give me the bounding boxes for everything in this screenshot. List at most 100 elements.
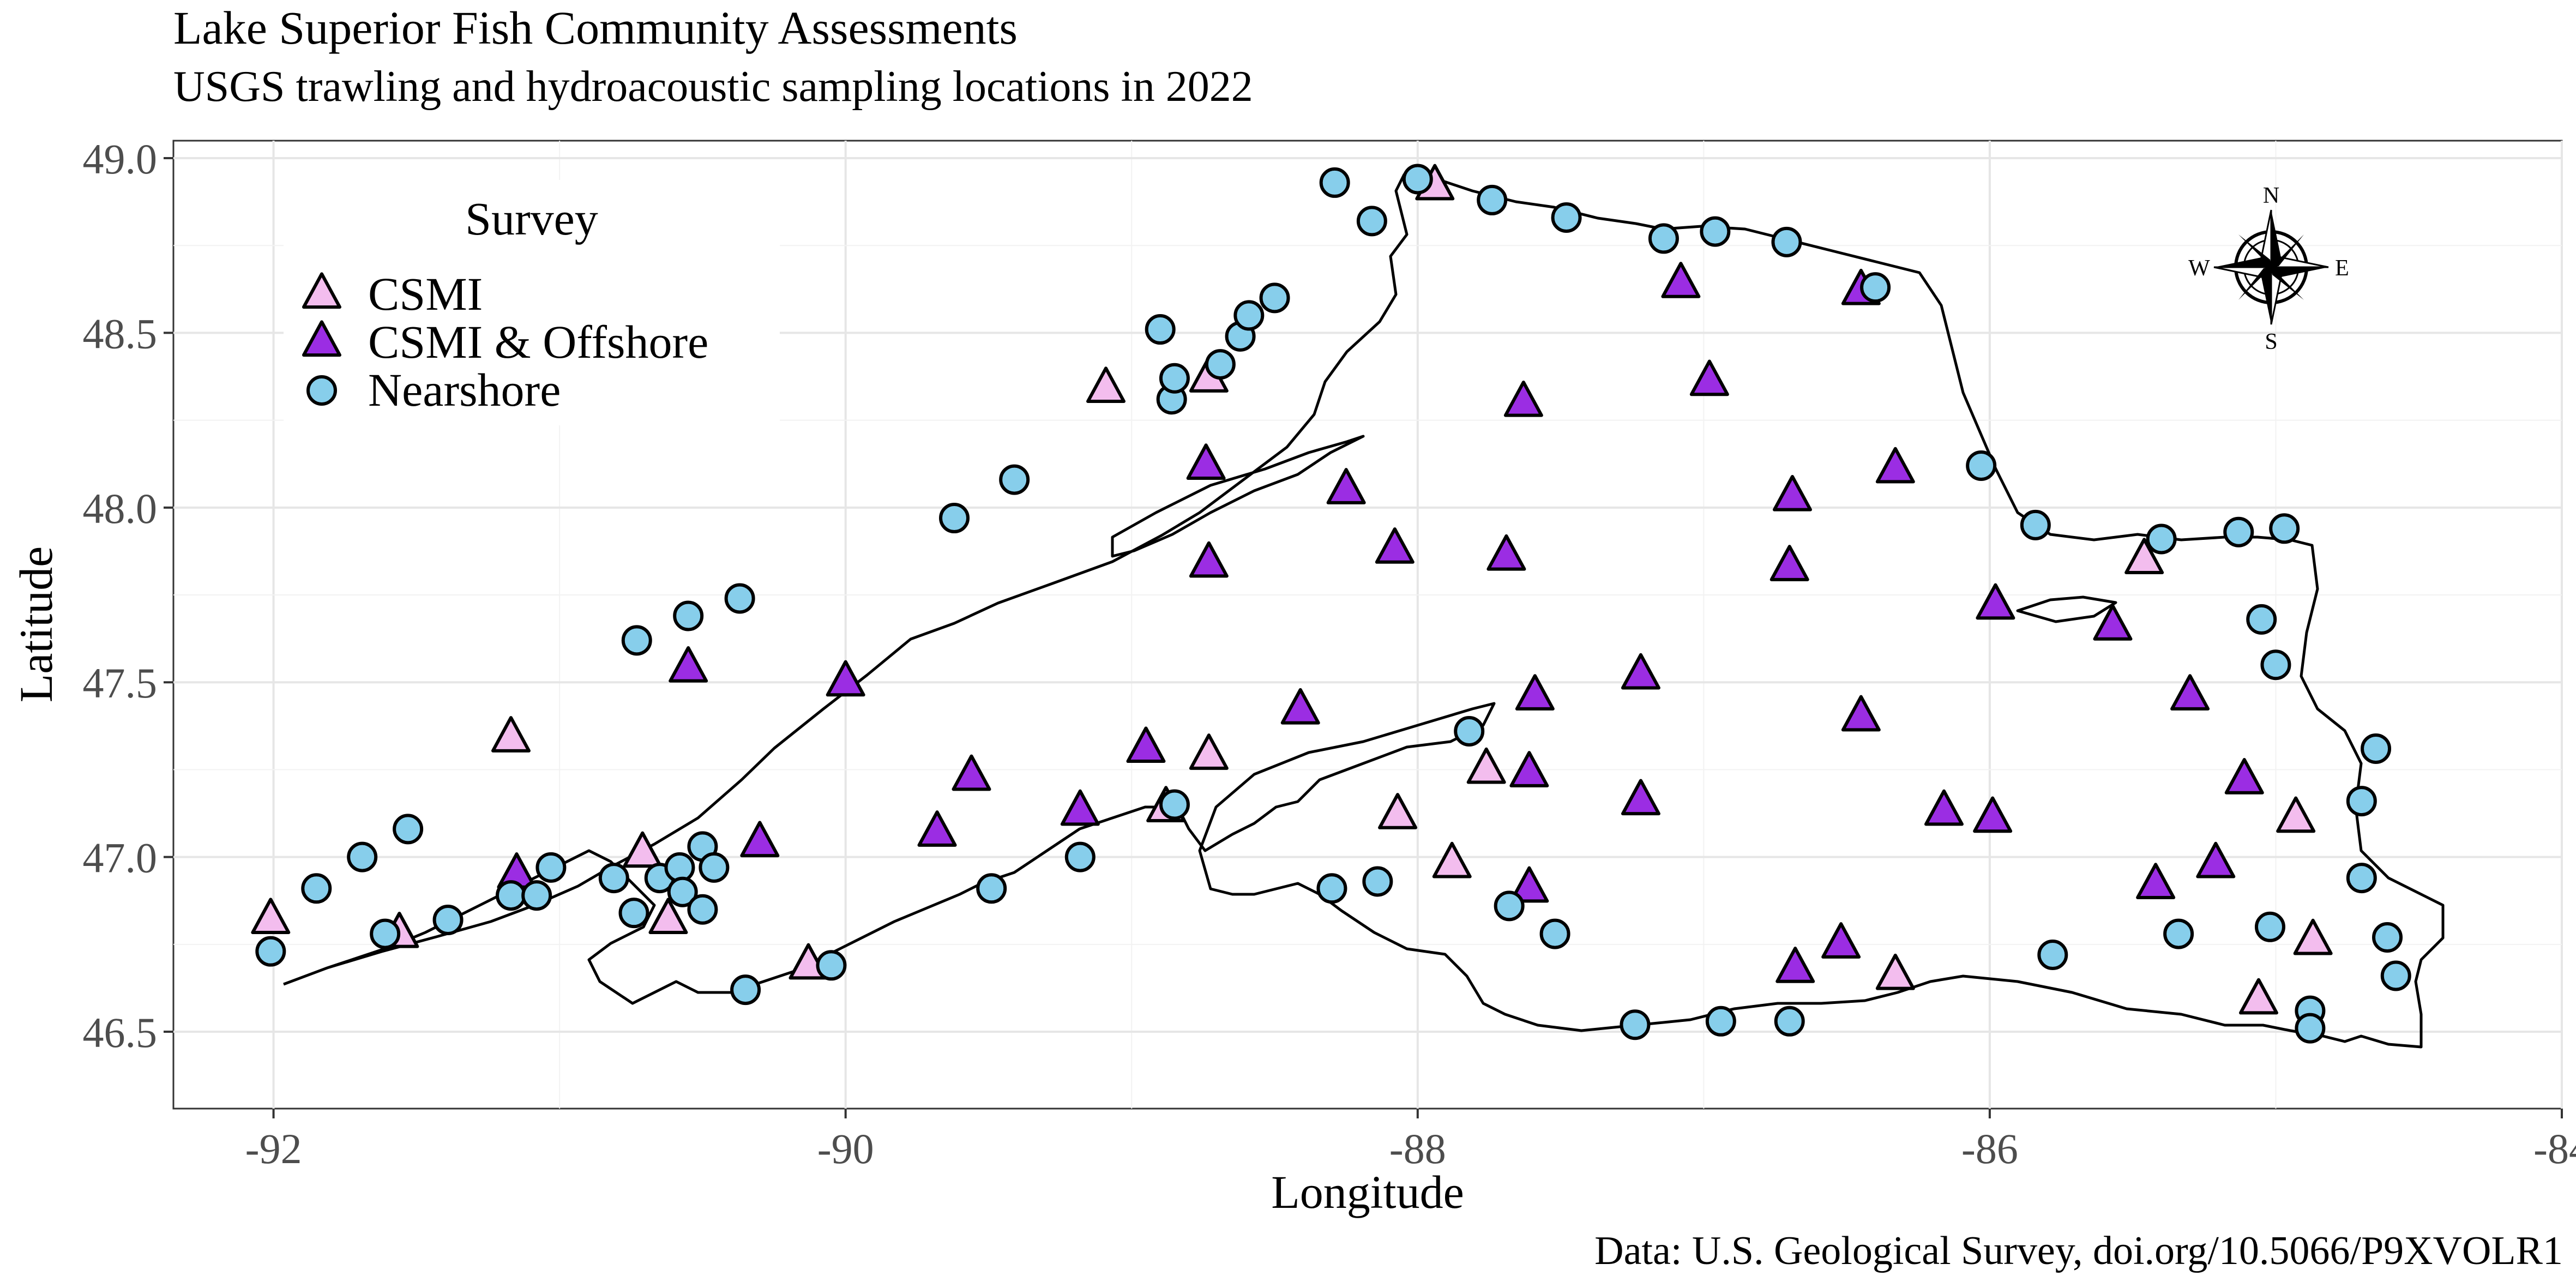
nearshore-point	[1316, 873, 1347, 904]
csmi-offshore-point	[1621, 653, 1660, 690]
nearshore-point	[347, 841, 378, 872]
chart-title: Lake Superior Fish Community Assessments	[173, 2, 1018, 54]
nearshore-point	[667, 876, 698, 907]
x-axis-label: Longitude	[1271, 1166, 1464, 1218]
nearshore-point	[535, 852, 567, 883]
legend-key-triangle	[302, 320, 341, 357]
x-tick-label: -90	[817, 1125, 874, 1172]
nearshore-point	[2246, 604, 2277, 635]
nearshore-point	[1966, 450, 1997, 481]
nearshore-point	[1356, 206, 1387, 237]
csmi-offshore-point	[1186, 443, 1226, 480]
nearshore-point	[2346, 863, 2377, 894]
csmi-point	[491, 716, 531, 753]
nearshore-point	[939, 503, 970, 534]
csmi-offshore-point	[740, 821, 780, 858]
y-tick-label: 48.0	[83, 485, 158, 532]
nearshore-point	[816, 950, 847, 981]
nearshore-point	[1205, 349, 1236, 380]
legend-label: Nearshore	[368, 364, 561, 416]
csmi-offshore-point	[1509, 866, 1549, 903]
nearshore-point	[1771, 226, 1802, 257]
nearshore-point	[1551, 202, 1582, 233]
csmi-point	[2238, 978, 2278, 1015]
nearshore-point	[1259, 282, 1290, 314]
nearshore-point	[255, 936, 286, 967]
csmi-offshore-point	[952, 754, 991, 791]
nearshore-point	[370, 918, 401, 949]
csmi-offshore-point	[1189, 541, 1229, 578]
nearshore-point	[521, 880, 552, 911]
csmi-offshore-point	[1821, 922, 1861, 959]
nearshore-point	[999, 464, 1030, 495]
csmi-offshore-point	[1375, 527, 1415, 564]
nearshore-point	[2346, 786, 2377, 817]
nearshore-point	[1362, 866, 1393, 897]
csmi-offshore-point	[1126, 726, 1166, 763]
nearshore-point	[2295, 1013, 2326, 1044]
csmi-offshore-point	[1973, 796, 2013, 833]
compass-south-label: S	[2265, 329, 2277, 354]
legend-item: CSMI	[302, 268, 483, 320]
csmi-offshore-point	[1772, 474, 1812, 511]
csmi-offshore-point	[669, 646, 708, 683]
csmi-offshore-point	[2224, 758, 2264, 795]
nearshore-point	[2163, 918, 2194, 949]
nearshore-point	[2361, 733, 2392, 764]
nearshore-point	[687, 894, 718, 925]
csmi-offshore-point	[1841, 695, 1881, 732]
csmi-offshore-point	[1661, 262, 1701, 298]
nearshore-point	[1233, 300, 1265, 331]
csmi-offshore-point	[1775, 947, 1815, 983]
nearshore-point	[621, 625, 652, 656]
csmi-point	[251, 898, 291, 935]
sampling-points	[251, 164, 2411, 1044]
nearshore-point	[1454, 715, 1485, 747]
nearshore-point	[1402, 164, 1433, 195]
compass-west-label: W	[2188, 256, 2210, 281]
compass-east-label: E	[2335, 256, 2349, 281]
x-axis-ticks: -92 -90 -88 -86 -84	[245, 1109, 2576, 1172]
legend-title: Survey	[465, 192, 598, 245]
csmi-offshore-point	[826, 660, 865, 697]
nearshore-point	[1539, 918, 1570, 949]
nearshore-point	[673, 600, 704, 631]
nearshore-point	[976, 873, 1007, 904]
nearshore-point	[1477, 184, 1508, 215]
y-axis-label: Latitude	[10, 546, 62, 703]
csmi-point	[1086, 366, 1126, 404]
x-tick-label: -88	[1389, 1125, 1446, 1172]
x-tick-label: -84	[2533, 1125, 2576, 1172]
data-source-caption: Data: U.S. Geological Survey, doi.org/10…	[1594, 1229, 2563, 1273]
nearshore-point	[432, 904, 464, 935]
nearshore-point	[1620, 1009, 1651, 1040]
nearshore-point	[1860, 272, 1891, 303]
nearshore-point	[2223, 516, 2254, 547]
csmi-point	[623, 831, 663, 868]
nearshore-point	[598, 863, 629, 894]
nearshore-point	[1700, 216, 1731, 247]
nearshore-point	[2020, 509, 2051, 540]
nearshore-point	[2260, 649, 2291, 681]
csmi-offshore-point	[2136, 863, 2176, 899]
nearshore-point	[2037, 940, 2068, 971]
csmi-offshore-point	[1515, 674, 1555, 711]
csmi-point	[1189, 733, 1229, 770]
x-tick-label: -92	[245, 1125, 302, 1172]
csmi-offshore-point	[1326, 468, 1366, 504]
csmi-point	[1432, 841, 1472, 878]
csmi-offshore-point	[2196, 841, 2236, 878]
nearshore-point	[1494, 890, 1525, 922]
csmi-point	[2124, 538, 2164, 575]
csmi-offshore-point	[1509, 751, 1549, 787]
x-tick-label: -86	[1961, 1125, 2018, 1172]
nearshore-point	[730, 974, 761, 1006]
y-tick-label: 48.5	[83, 310, 158, 357]
nearshore-point	[1319, 167, 1350, 198]
csmi-offshore-point	[1689, 359, 1729, 396]
compass-north-label: N	[2263, 183, 2279, 208]
y-axis-ticks: 46.5 47.0 47.5 48.0 48.5 49.0	[83, 135, 173, 1056]
nearshore-point	[724, 583, 755, 614]
